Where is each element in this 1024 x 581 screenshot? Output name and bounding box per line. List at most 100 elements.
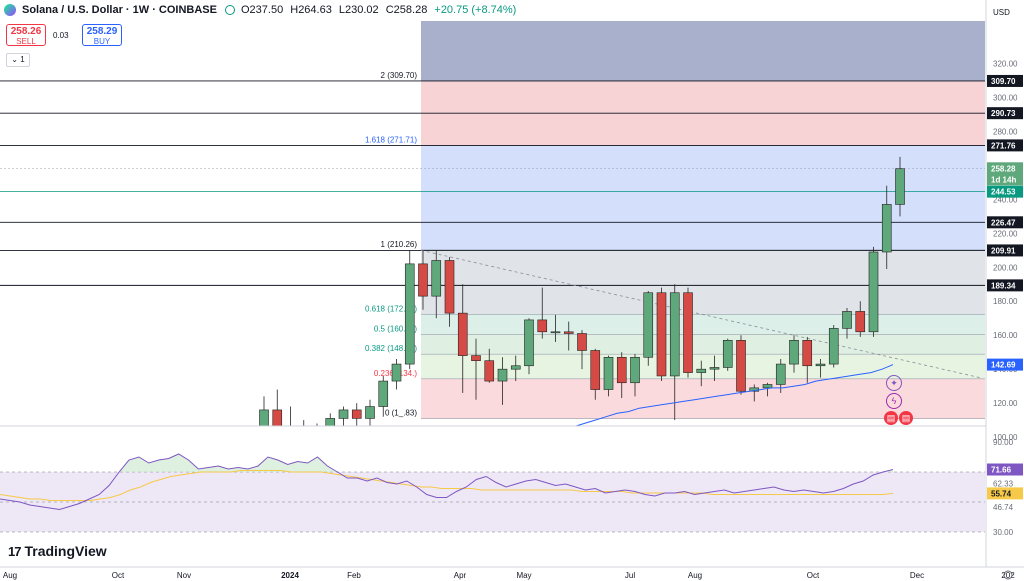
fib-level-label: 0.618 (172.28) (365, 304, 417, 313)
price-badge-label: 142.69 (991, 361, 1016, 370)
price-badge-label: 271.76 (991, 141, 1016, 150)
time-axis-tick: 2024 (281, 571, 299, 580)
price-badge (987, 162, 1023, 175)
candle-body (378, 380, 389, 407)
buy-price: 258.29 (86, 26, 118, 37)
candle-body (603, 356, 614, 390)
candle-body (722, 339, 733, 368)
price-axis-tick: 120.00 (993, 399, 1018, 408)
price-badge (987, 185, 1023, 198)
candle-body (669, 292, 680, 377)
candle-body (775, 363, 786, 385)
candle-body (563, 331, 574, 334)
candle-body (789, 339, 799, 365)
fib-level-label: 1 (210.26) (381, 240, 418, 249)
price-axis-tick: 160.00 (993, 331, 1018, 340)
price-axis-tick: 300.00 (993, 93, 1018, 102)
time-axis-tick: Nov (177, 571, 191, 580)
candle-body (510, 365, 521, 370)
price-badge-label: 226.47 (991, 218, 1016, 227)
fib-zone (421, 334, 985, 355)
price-axis-tick: 280.00 (993, 127, 1018, 136)
candle-body (895, 168, 905, 205)
candle-body (471, 355, 481, 361)
price-axis-tick: 220.00 (993, 229, 1018, 238)
price-axis-tick: 240.00 (993, 195, 1018, 204)
candle-body (643, 292, 654, 358)
candle-body (762, 384, 773, 389)
event-icon[interactable]: ✦ (886, 375, 902, 391)
time-axis-tick: Dec (910, 571, 924, 580)
rsi-ma-badge-label: 55.74 (991, 489, 1012, 498)
sell-label: SELL (16, 37, 36, 46)
candle-body (497, 368, 508, 382)
fib-zone (421, 249, 985, 315)
candle-body (842, 311, 852, 329)
sell-price: 258.26 (10, 26, 42, 37)
price-badge-label: 309.70 (991, 77, 1016, 86)
candle-body (524, 319, 534, 367)
tradingview-logo-icon: 17 (8, 543, 22, 559)
price-badge (987, 216, 1023, 229)
price-badge-label: 209.91 (991, 246, 1016, 255)
price-badge (987, 107, 1023, 120)
us-flag-icon[interactable]: ▤ (884, 411, 898, 425)
lightning-icon[interactable]: ϟ (886, 393, 902, 409)
time-axis-tick: 202 (1001, 571, 1015, 580)
candle-body (418, 263, 428, 297)
candle-body (683, 292, 693, 373)
settings-gear-icon[interactable] (1003, 570, 1013, 580)
fib-level-label: 0.382 (148.82) (365, 344, 417, 353)
price-badge (987, 173, 1023, 186)
rsi-badge-label: 71.66 (991, 466, 1012, 475)
currency-label[interactable]: USD (993, 8, 1010, 17)
candle-body (630, 356, 640, 384)
candle-body (444, 260, 455, 314)
price-axis-tick: 200.00 (993, 263, 1018, 272)
symbol-title[interactable]: Solana / U.S. Dollar · 1W · COINBASE (22, 4, 217, 16)
high-value: H264.63 (290, 4, 332, 16)
price-badge-label: 258.28 (991, 164, 1016, 173)
fib-level-label: 2 (309.70) (381, 71, 418, 80)
candle-body (391, 363, 402, 382)
price-badge (987, 74, 1023, 87)
rsi-axis-tick: 30.00 (993, 528, 1014, 537)
candle-body (868, 251, 879, 333)
candle-body (881, 204, 892, 253)
time-axis-tick: Apr (454, 571, 467, 580)
change-value: +20.75 (+8.74%) (434, 4, 517, 16)
moving-average-line (539, 364, 894, 438)
candle-body (577, 333, 587, 351)
indicator-count: 1 (20, 55, 25, 64)
open-value: O237.50 (240, 4, 284, 16)
chevron-down-icon: ⌄ (11, 55, 18, 64)
symbol-header: Solana / U.S. Dollar · 1W · COINBASE O23… (4, 4, 520, 16)
candle-body (696, 368, 707, 373)
candle-body (656, 292, 667, 377)
candle-body (484, 360, 495, 382)
candle-body (855, 311, 866, 333)
time-axis-tick: Aug (3, 571, 17, 580)
us-flag-icon[interactable]: ▤ (899, 411, 913, 425)
collapse-indicators-button[interactable]: ⌄ 1 (6, 53, 30, 67)
tradingview-logo[interactable]: 17 TradingView (8, 543, 107, 559)
price-badge (987, 139, 1023, 152)
price-badge-label: 290.73 (991, 109, 1016, 118)
sell-button[interactable]: 258.26 SELL (6, 24, 46, 46)
rsi-ma-badge (987, 487, 1023, 500)
market-status-icon (224, 5, 235, 15)
candle-body (590, 350, 601, 390)
candle-body (338, 409, 349, 419)
spread-value: 0.03 (53, 31, 69, 40)
time-axis-tick: Feb (347, 571, 361, 580)
rsi-axis-tick: 46.74 (993, 503, 1014, 512)
price-axis-tick: 320.00 (993, 59, 1018, 68)
rsi-axis-tick: 90.00 (993, 438, 1014, 447)
candle-body (550, 331, 561, 334)
buy-button[interactable]: 258.29 BUY (82, 24, 122, 46)
candle-body (616, 356, 627, 384)
price-axis-tick: 100.00 (993, 433, 1018, 442)
time-axis-tick: May (516, 571, 531, 580)
solana-logo-icon (4, 4, 16, 16)
